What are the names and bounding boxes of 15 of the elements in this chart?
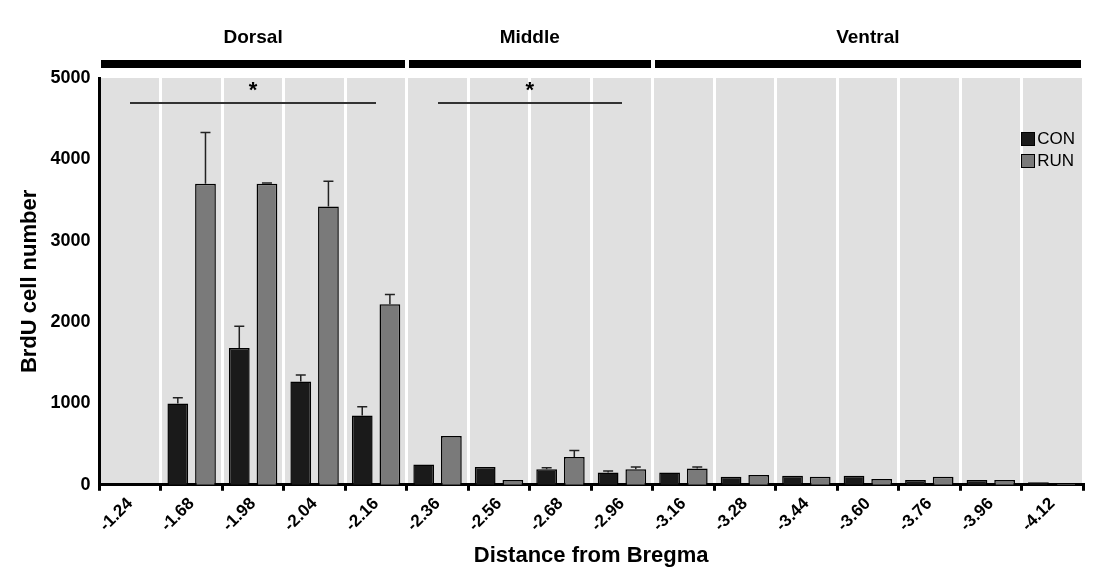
x-axis-title: Distance from Bregma	[473, 541, 710, 567]
y-tick-label: 1000	[50, 392, 91, 413]
text: Ventral	[835, 26, 901, 48]
annotation: *	[524, 77, 535, 103]
y-tick-label: 5000	[50, 66, 91, 87]
y-tick-label: 3000	[50, 229, 91, 250]
text: Dorsal	[222, 26, 284, 48]
legend-label: RUN	[1037, 150, 1075, 172]
y-tick-label: 4000	[50, 148, 91, 169]
y-tick-label: 2000	[50, 311, 91, 332]
annotation: *	[247, 77, 259, 103]
legend-label: CON	[1037, 128, 1075, 150]
text: Middle	[498, 26, 561, 48]
y-axis-title: BrdU cell number	[16, 189, 42, 374]
y-tick-label: 0	[80, 473, 91, 494]
